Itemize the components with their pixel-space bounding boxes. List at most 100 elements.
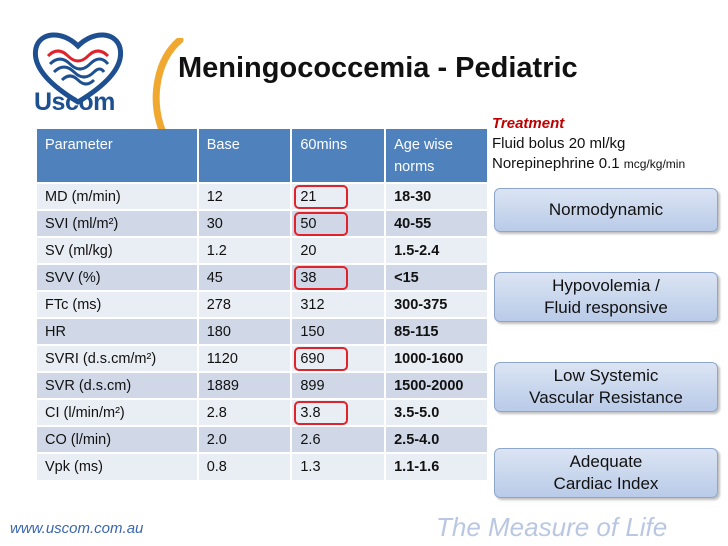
treatment-unit: mcg/kg/min <box>623 157 686 171</box>
treatment-line-fluid: Fluid bolus 20 ml/kg <box>492 135 626 152</box>
cell-base-text: 12 <box>206 188 223 205</box>
cell-60mins: 150 <box>291 317 387 345</box>
red-highlight-ring <box>294 266 349 290</box>
table-row: SV (ml/kg) 1.2 20 1.5-2.4 <box>37 236 489 264</box>
cell-norm: 1500-2000 <box>385 371 489 399</box>
treatment-drug: Norepinephrine 0.1 <box>492 155 624 172</box>
table-row: MD (m/min) 12 21 18-30 <box>37 182 489 210</box>
cell-parameter-text: SVR (d.s.cm) <box>45 377 132 394</box>
table-row: HR 180 150 85-115 <box>37 317 489 345</box>
cell-norm-text: 1000-1600 <box>394 350 464 367</box>
cell-60mins-text: 690 <box>300 350 325 367</box>
cell-norm-text: 300-375 <box>394 296 448 313</box>
cell-parameter: SVRI (d.s.cm/m²) <box>37 344 199 372</box>
cell-parameter: HR <box>37 317 199 345</box>
cell-60mins-text: 50 <box>300 215 317 232</box>
cell-base-text: 278 <box>206 296 231 313</box>
parameter-table: Parameter Base 60mins Age wise norms MD … <box>37 129 489 480</box>
table-row: CI (l/min/m²) 2.8 3.8 3.5-5.0 <box>37 398 489 426</box>
cell-base: 2.0 <box>197 425 293 453</box>
logo-text: Uscom <box>34 88 115 116</box>
state-hypovolemia: Hypovolemia / Fluid responsive <box>494 272 718 322</box>
cell-norm: 1000-1600 <box>385 344 489 372</box>
table-row: SVRI (d.s.cm/m²) 1120 690 1000-1600 <box>37 344 489 372</box>
cell-base-text: 1.2 <box>206 242 227 259</box>
cell-base: 1.2 <box>197 236 293 264</box>
cell-base-text: 0.8 <box>206 459 227 475</box>
cell-base-text: 45 <box>206 269 223 286</box>
cell-base: 45 <box>197 263 293 291</box>
cell-parameter: CO (l/min) <box>37 425 199 453</box>
cell-60mins: 690 <box>291 344 387 372</box>
cell-base: 12 <box>197 182 293 210</box>
cell-norm: 85-115 <box>385 317 489 345</box>
treatment-heading: Treatment <box>492 115 565 132</box>
uscom-heart-logo-icon <box>32 32 124 105</box>
table-row: SVI (ml/m²) 30 50 40-55 <box>37 209 489 237</box>
red-highlight-ring <box>294 401 349 425</box>
table-row: FTc (ms) 278 312 300-375 <box>37 290 489 318</box>
table-row: SVR (d.s.cm) 1889 899 1500-2000 <box>37 371 489 399</box>
cell-60mins: 38 <box>291 263 387 291</box>
cell-parameter: SVI (ml/m²) <box>37 209 199 237</box>
header-parameter: Parameter <box>37 129 199 183</box>
cell-base: 1889 <box>197 371 293 399</box>
cell-60mins-text: 21 <box>300 188 317 205</box>
cell-norm-text: 1500-2000 <box>394 377 464 394</box>
cell-parameter: SV (ml/kg) <box>37 236 199 264</box>
state-line: Cardiac Index <box>553 474 659 493</box>
state-line: Low Systemic <box>553 366 659 385</box>
state-low-svr: Low Systemic Vascular Resistance <box>494 362 718 412</box>
cell-60mins: 20 <box>291 236 387 264</box>
header-60mins: 60mins <box>291 129 387 183</box>
cell-60mins: 50 <box>291 209 387 237</box>
cell-60mins-text: 312 <box>300 296 325 313</box>
cell-60mins-text: 38 <box>300 269 317 286</box>
cell-base: 278 <box>197 290 293 318</box>
cell-norm-text: 18-30 <box>394 188 432 205</box>
cell-parameter-text: SVV (%) <box>45 269 101 286</box>
cell-base: 2.8 <box>197 398 293 426</box>
cell-base: 0.8 <box>197 452 293 480</box>
cell-60mins: 1.3 <box>291 452 387 480</box>
cell-base-text: 2.8 <box>206 404 227 421</box>
cell-norm-text: 1.5-2.4 <box>394 242 440 259</box>
table-row: CO (l/min) 2.0 2.6 2.5-4.0 <box>37 425 489 453</box>
cell-norm-text: 2.5-4.0 <box>394 431 440 448</box>
cell-parameter-text: SVI (ml/m²) <box>45 215 119 232</box>
cell-base: 30 <box>197 209 293 237</box>
cell-norm-text: 1.1-1.6 <box>394 459 440 475</box>
cell-60mins: 2.6 <box>291 425 387 453</box>
cell-norm-text: 85-115 <box>394 323 439 340</box>
cell-60mins: 21 <box>291 182 387 210</box>
cell-parameter-text: HR <box>45 323 66 340</box>
footer-website-link[interactable]: www.uscom.com.au <box>10 520 144 537</box>
cell-norm: 40-55 <box>385 209 489 237</box>
header-base: Base <box>197 129 293 183</box>
red-highlight-ring <box>294 212 349 236</box>
cell-60mins-text: 3.8 <box>300 404 321 421</box>
page-title: Meningococcemia - Pediatric <box>178 52 578 84</box>
cell-parameter-text: CI (l/min/m²) <box>45 404 125 421</box>
cell-base-text: 1889 <box>206 377 239 394</box>
cell-base-text: 2.0 <box>206 431 227 448</box>
state-line: Fluid responsive <box>544 298 668 317</box>
header-age-norms: Age wise norms <box>385 129 489 183</box>
red-highlight-ring <box>294 185 349 209</box>
cell-base-text: 1120 <box>206 350 238 367</box>
cell-parameter: Vpk (ms) <box>37 452 199 480</box>
cell-60mins: 3.8 <box>291 398 387 426</box>
cell-parameter: FTc (ms) <box>37 290 199 318</box>
cell-parameter-text: SV (ml/kg) <box>45 242 113 259</box>
cell-60mins: 899 <box>291 371 387 399</box>
cell-norm: <15 <box>385 263 489 291</box>
treatment-line-norepinephrine: Norepinephrine 0.1 mcg/kg/min <box>492 154 728 174</box>
cell-60mins-text: 2.6 <box>300 431 321 448</box>
cell-norm-text: 40-55 <box>394 215 432 232</box>
cell-parameter: SVR (d.s.cm) <box>37 371 199 399</box>
cell-60mins-text: 150 <box>300 323 325 340</box>
state-adequate-ci: Adequate Cardiac Index <box>494 448 718 498</box>
cell-base-text: 30 <box>206 215 223 232</box>
cell-norm: 300-375 <box>385 290 489 318</box>
cell-norm: 1.5-2.4 <box>385 236 489 264</box>
